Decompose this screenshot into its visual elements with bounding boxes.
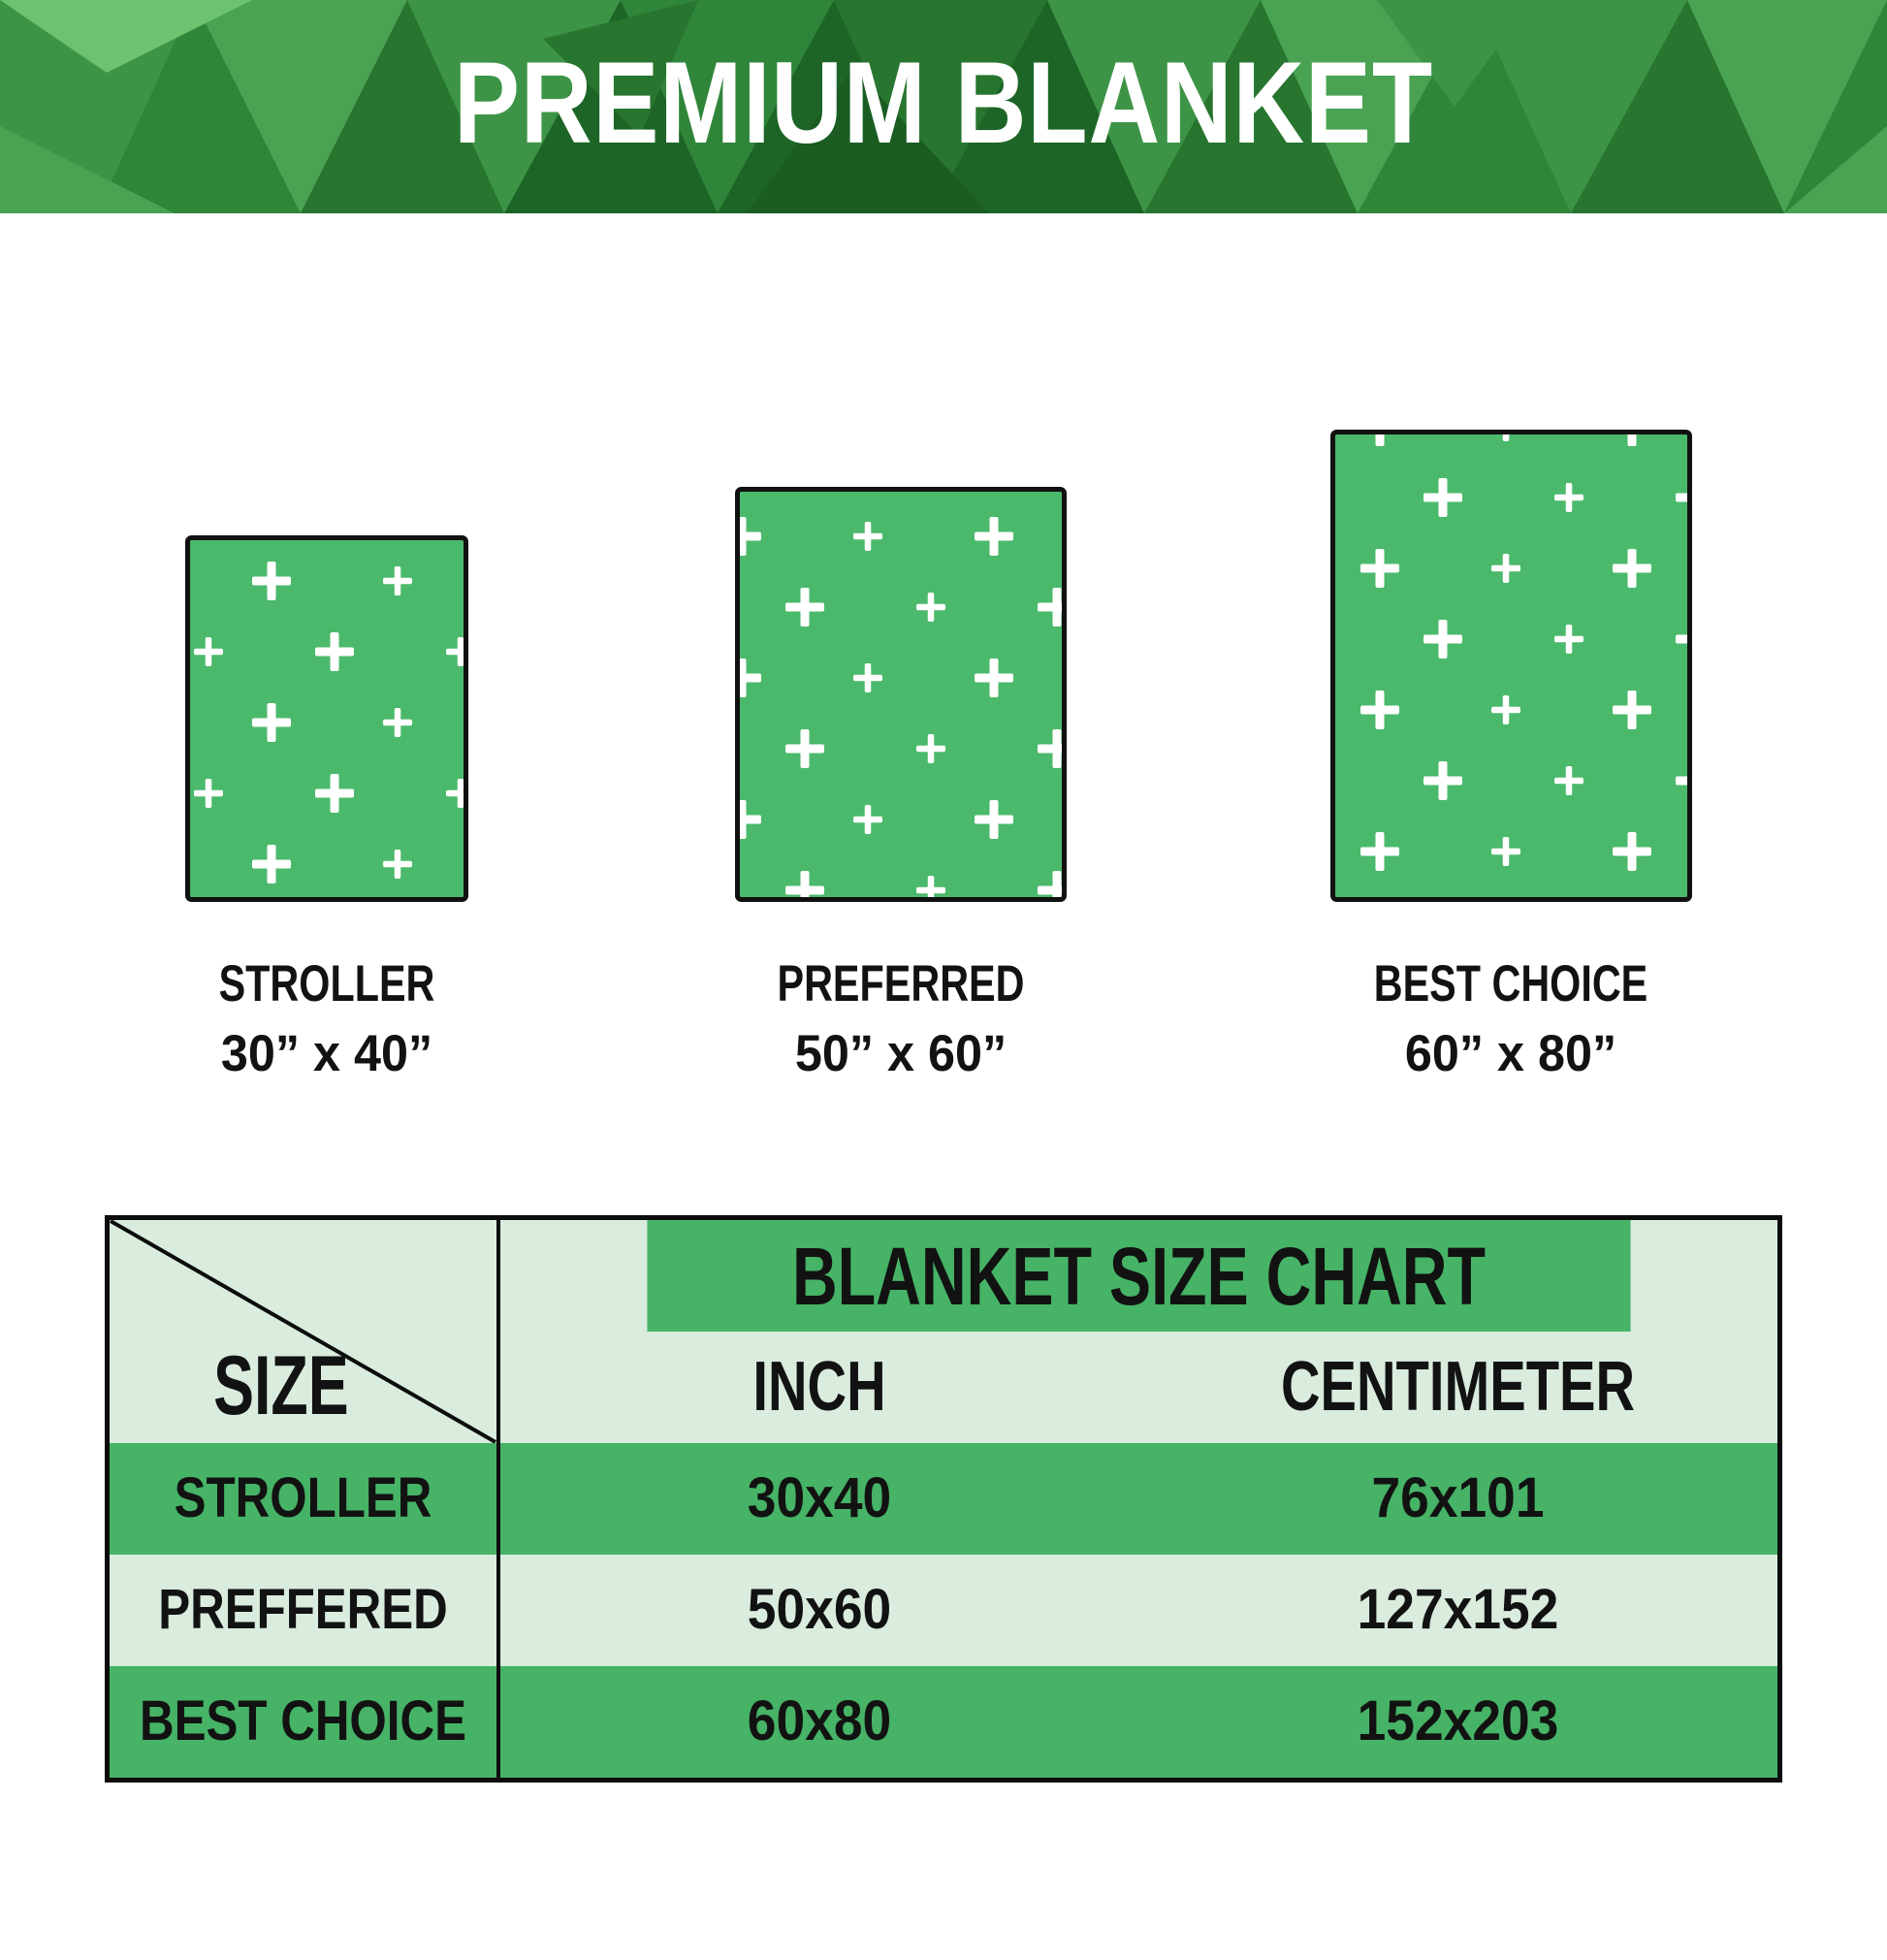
blanket-graphic-best-choice	[1330, 430, 1692, 902]
blanket-graphic-preferred	[735, 487, 1067, 902]
blanket-name-best-choice: BEST CHOICE	[1373, 955, 1648, 1012]
row-label-best-choice: BEST CHOICE	[140, 1689, 466, 1752]
row-label-stroller: STROLLER	[174, 1466, 432, 1529]
table-title: BLANKET SIZE CHART	[647, 1220, 1631, 1332]
corner-cell	[110, 1220, 496, 1443]
cell-preffered-cm: 127x152	[1357, 1578, 1559, 1641]
header-banner: PREMIUM BLANKET	[0, 0, 1887, 213]
column-header-centimeter: CENTIMETER	[1280, 1348, 1636, 1426]
diagonal-line	[110, 1220, 496, 1443]
table-row-preffered	[110, 1555, 1777, 1666]
table-row-best-choice	[110, 1666, 1777, 1778]
cell-best-choice-inch: 60x80	[747, 1689, 892, 1752]
blanket-size-preferred: 50” x 60”	[794, 1025, 1007, 1082]
table-row-stroller	[110, 1443, 1777, 1555]
cell-stroller-cm: 76x101	[1371, 1466, 1545, 1529]
cell-stroller-inch: 30x40	[747, 1466, 892, 1529]
row-label-preffered: PREFFERED	[158, 1578, 448, 1641]
column-header-inch: INCH	[752, 1348, 886, 1426]
cell-preffered-inch: 50x60	[747, 1578, 892, 1641]
corner-size-label: SIZE	[213, 1339, 349, 1432]
column-divider-line	[496, 1220, 500, 1778]
size-chart-table: SIZE BLANKET SIZE CHART INCH CENTIMETER …	[105, 1215, 1782, 1783]
blanket-size-best-choice: 60” x 80”	[1404, 1025, 1617, 1082]
low-poly-background	[0, 0, 1887, 213]
subheader-row	[500, 1332, 1777, 1443]
blanket-size-stroller: 30” x 40”	[220, 1025, 433, 1082]
blanket-graphic-stroller	[185, 535, 468, 902]
page-title: PREMIUM BLANKET	[453, 38, 1434, 168]
blanket-name-stroller: STROLLER	[218, 955, 435, 1012]
blanket-name-preferred: PREFERRED	[777, 955, 1025, 1012]
cell-best-choice-cm: 152x203	[1357, 1689, 1559, 1752]
